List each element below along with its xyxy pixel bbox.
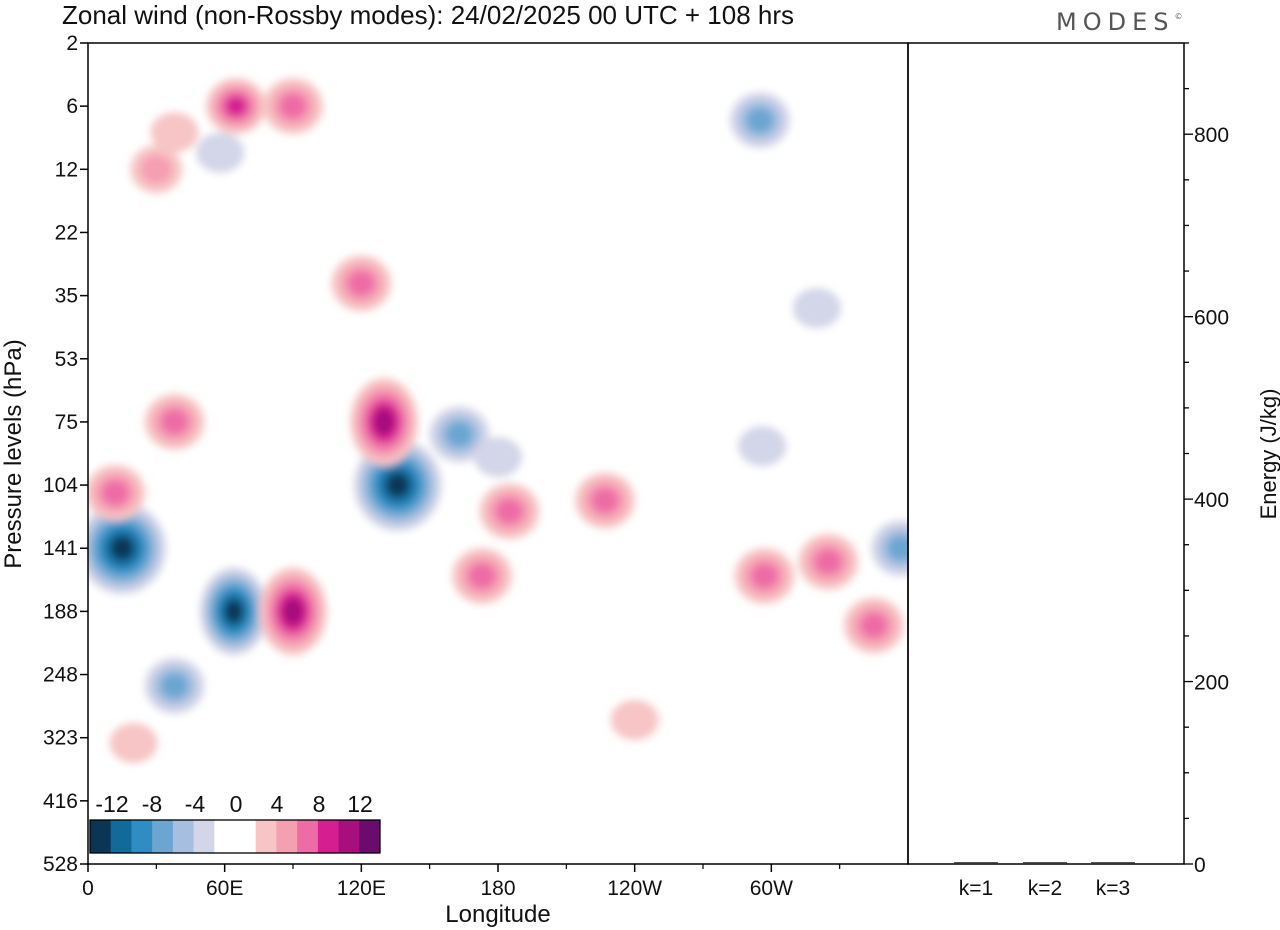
contour-blob [196,132,245,173]
contour-blob [225,600,243,623]
energy-bar [1023,862,1067,864]
contour-blob [348,270,375,296]
contour-blob [738,426,787,467]
colorbar-tick-label: -4 [185,791,206,817]
contour-blob [161,409,188,435]
energy-axis-label: Energy (J/kg) [1256,389,1280,520]
y-tick-label: 22 [55,221,78,244]
y-tick-label: 188 [43,600,78,623]
colorbar-swatch [214,820,236,853]
contour-blob [374,409,394,435]
y-tick-label: 2 [66,32,78,55]
colorbar-swatch [297,820,319,853]
y-tick-label: 323 [43,727,78,750]
colorbar-tick-label: 12 [347,791,373,817]
contour-blob [111,537,133,560]
colorbar-tick-label: 8 [313,791,326,817]
energy-plot-frame [907,42,1185,865]
energy-bar [954,862,998,864]
contour-blob [468,563,496,589]
colorbar: -12 -8 -4 0 4 8 12 [89,791,381,854]
x-tick-label: 60W [750,877,793,900]
y-tick-label: 104 [43,474,78,497]
y-tick-label: 12 [55,158,78,181]
energy-category-label: k=1 [959,877,993,900]
contour-blob [150,112,199,153]
pressure-axis: 2 6 12 22 35 53 75 104 141 188 248 323 416 528 [43,32,88,876]
energy-bars: k=1 k=2 k=3 [954,862,1135,900]
contour-blob [109,723,158,764]
y-tick-label: 53 [55,348,78,371]
energy-category-label: k=3 [1096,877,1130,900]
colorbar-swatch [193,820,215,853]
contour-blob [387,473,409,497]
contour-field [88,78,908,764]
colorbar-swatch [172,820,194,853]
colorbar-swatch [152,820,174,853]
y-tick-label: 416 [43,790,78,813]
chart-title: Zonal wind (non-Rossby modes): 24/02/202… [62,0,794,30]
colorbar-swatch [131,820,153,853]
colorbar-swatch [235,820,257,853]
contour-blob [279,93,307,119]
contour-blob [140,154,173,185]
x-tick-label: 120E [337,877,386,900]
brand-logo: MODES© [1056,8,1182,36]
contour-blob [474,437,522,478]
x-tick-label: 60E [206,877,243,900]
energy-bar [1091,862,1135,864]
colorbar-swatch [276,820,298,853]
colorbar-tick-label: -8 [142,791,162,817]
energy-axis: 0 200 400 600 800 [1184,42,1229,877]
contour-blob [445,421,473,447]
colorbar-frame [89,819,381,854]
colorbar-swatch [90,820,112,853]
brand-mark: © [1174,12,1183,21]
energy-tick-label: 0 [1194,854,1206,877]
contour-blob [225,96,247,116]
contour-blob [591,488,619,513]
contour-blob [283,598,303,624]
y-tick-label: 248 [43,664,78,687]
colorbar-tick-label: 4 [271,791,284,817]
y-tick-label: 6 [66,95,78,118]
contour-blob [792,288,841,329]
contour-blob [161,673,188,699]
colorbar-swatch [255,820,277,853]
y-tick-label: 528 [43,853,78,876]
contour-blob [102,480,129,506]
contour-blob [746,107,774,133]
contour-blob [751,563,778,589]
energy-category-label: k=2 [1028,877,1062,900]
colorbar-tick-label: 0 [230,791,243,817]
y-tick-label: 75 [55,411,78,434]
contour-blob [860,613,888,638]
colorbar-swatch [317,820,339,853]
energy-tick-label: 800 [1194,124,1229,147]
colorbar-tick-label: -12 [95,791,128,817]
colorbar-swatch [359,820,381,853]
colorbar-swatch [338,820,360,853]
contour-blob [610,700,659,741]
longitude-axis: 0 60E 120E 180 120W 60W [82,864,841,900]
energy-tick-label: 600 [1194,307,1229,330]
energy-tick-label: 400 [1194,489,1229,512]
x-axis-label: Longitude [445,901,550,928]
y-tick-label: 141 [43,537,78,560]
y-tick-label: 35 [55,285,78,308]
x-tick-label: 0 [82,877,94,900]
energy-tick-label: 200 [1194,672,1229,695]
colorbar-swatch [110,820,132,853]
x-tick-label: 120W [607,877,662,900]
brand-text: MODES [1056,8,1175,36]
y-axis-label: Pressure levels (hPa) [0,339,27,568]
contour-blob [496,498,523,524]
contour-blob [887,535,908,561]
contour-blob [814,549,842,575]
x-tick-label: 180 [480,877,515,900]
